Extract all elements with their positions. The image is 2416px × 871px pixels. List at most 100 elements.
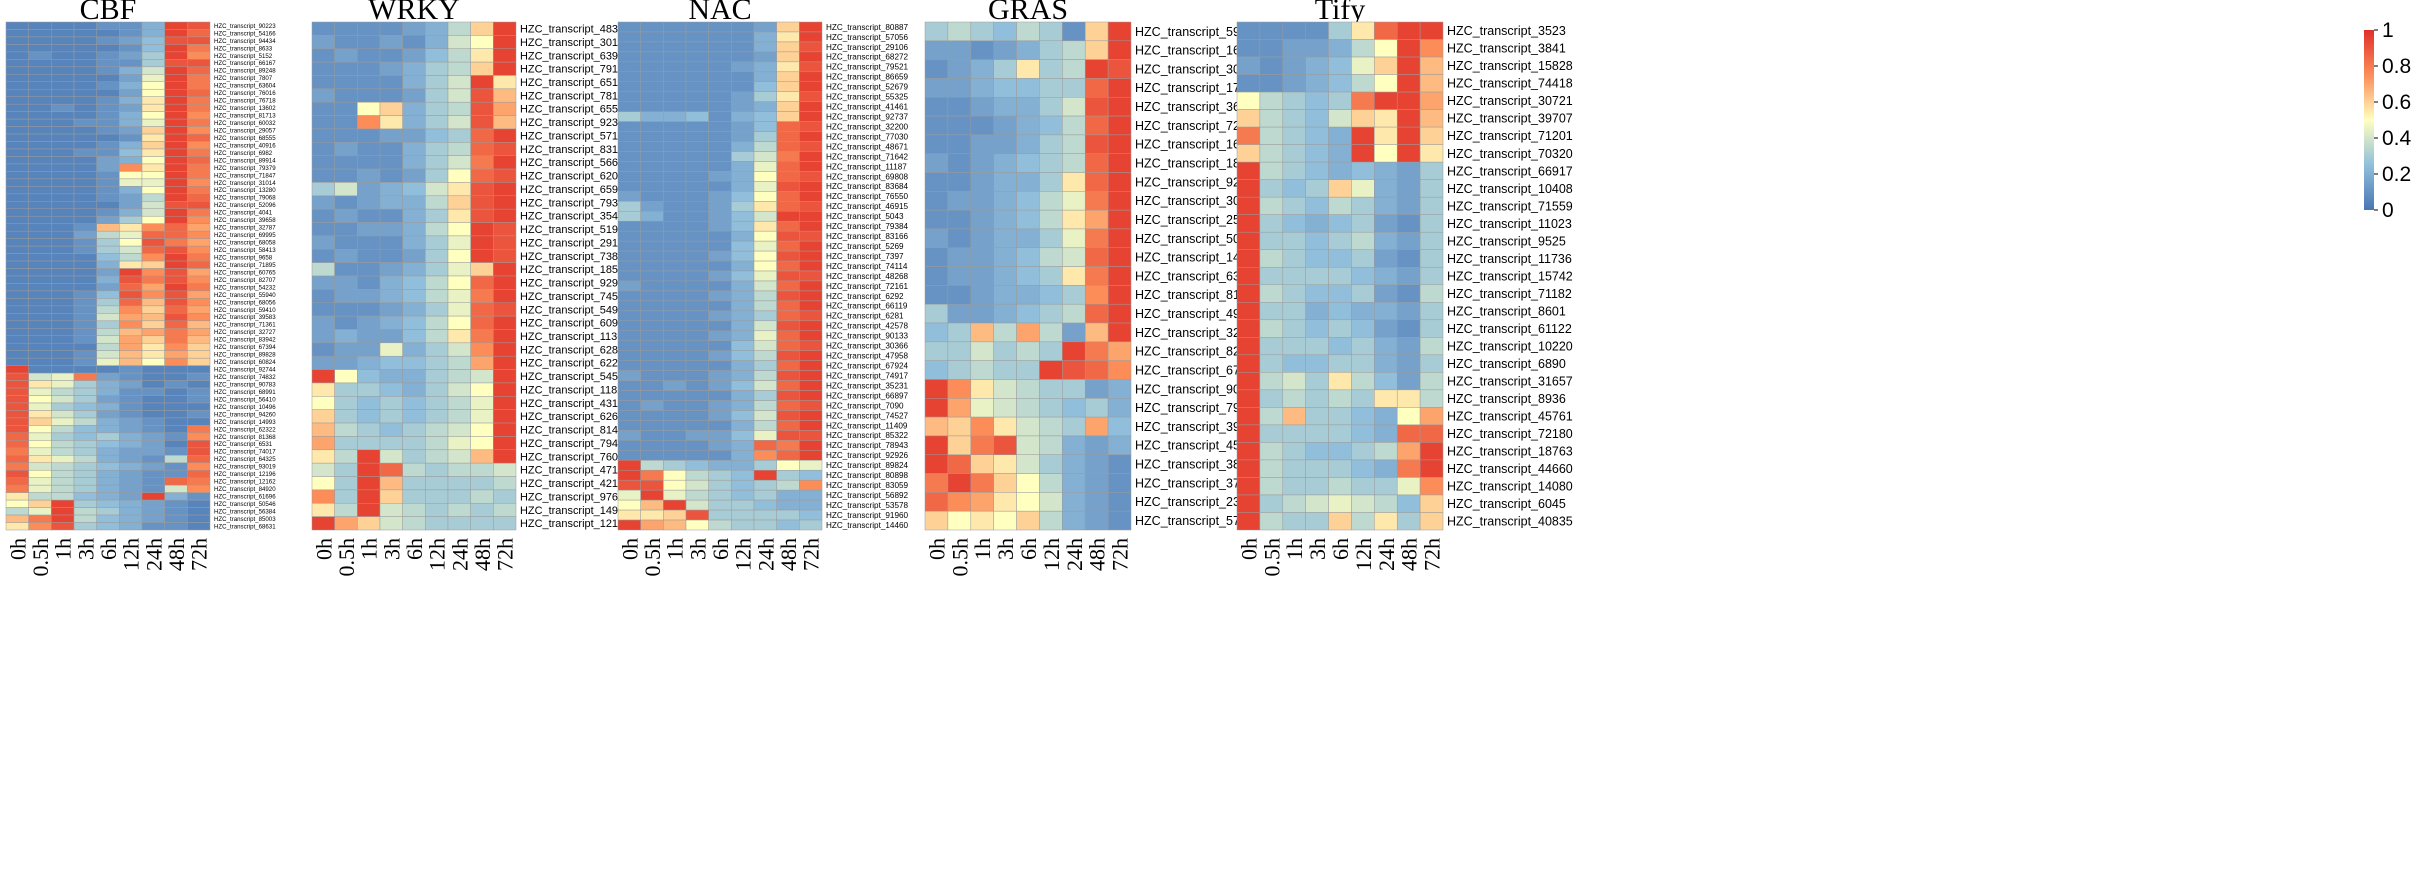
heatmap-cell — [51, 275, 75, 284]
column-label: 12h — [731, 538, 756, 571]
row-label: HZC_transcript_10496 — [214, 404, 276, 411]
heatmap-cell — [164, 462, 188, 471]
heatmap-cell — [425, 275, 449, 290]
column-label: 12h — [1039, 538, 1064, 571]
heatmap-cell — [334, 128, 358, 143]
row-label: HZC_transcript_3791 — [1135, 476, 1254, 490]
row-label: HZC_transcript_63907 — [520, 50, 630, 62]
row-label: HZC_transcript_43106 — [520, 398, 630, 410]
heatmap-cell — [447, 516, 471, 531]
heatmap-cell — [1016, 40, 1040, 60]
heatmap-cell — [1305, 161, 1329, 180]
row-label: HZC_transcript_12196 — [214, 471, 276, 478]
heatmap-cell — [685, 509, 709, 521]
heatmap-cell — [187, 96, 211, 105]
heatmap-cell — [731, 171, 755, 182]
heatmap-cell — [1084, 191, 1109, 211]
heatmap-cell — [708, 469, 732, 481]
heatmap-cell — [187, 305, 211, 314]
heatmap-cell — [96, 499, 120, 508]
heatmap-cell — [73, 66, 97, 75]
heatmap-cell — [96, 380, 120, 389]
row-label: HZC_transcript_74832 — [214, 374, 276, 381]
heatmap-cell — [96, 245, 120, 254]
heatmap-cell — [970, 191, 994, 211]
heatmap-cell — [731, 360, 755, 371]
heatmap-cell — [617, 489, 641, 501]
heatmap-cell — [970, 247, 994, 267]
heatmap-cell — [334, 222, 358, 237]
heatmap-cell — [1259, 266, 1284, 286]
heatmap-cell — [311, 35, 335, 49]
heatmap-cell — [640, 430, 664, 441]
heatmap-cell — [685, 469, 709, 481]
heatmap-cell — [187, 432, 211, 441]
heatmap-cell — [96, 74, 120, 83]
heatmap-cell — [617, 310, 641, 322]
heatmap-cell — [187, 171, 211, 180]
heatmap-cell — [493, 115, 517, 130]
row-label: HZC_transcript_6531 — [214, 441, 273, 448]
heatmap-cell — [1305, 424, 1329, 443]
heatmap-cell — [1016, 153, 1040, 173]
heatmap-cell — [51, 395, 75, 404]
heatmap-cell — [447, 409, 471, 424]
row-label: HZC_transcript_23168 — [1135, 495, 1261, 509]
heatmap-cell — [51, 44, 75, 53]
heatmap-cell — [73, 402, 97, 411]
heatmap-cell — [357, 262, 381, 277]
heatmap-cell — [731, 460, 755, 471]
heatmap-cell — [776, 71, 800, 83]
heatmap-cell — [187, 118, 211, 127]
heatmap-cell — [1039, 492, 1063, 512]
heatmap-cell — [799, 320, 823, 332]
row-label: HZC_transcript_81368 — [214, 434, 276, 441]
legend-tick-label: 1 — [2382, 19, 2394, 42]
heatmap-cell — [799, 489, 823, 501]
heatmap-cell — [51, 148, 75, 157]
heatmap-cell — [402, 101, 426, 116]
legend-tick-label: 0.4 — [2382, 127, 2412, 150]
heatmap-cell — [96, 484, 120, 493]
heatmap-cell — [799, 101, 823, 112]
heatmap-cell — [799, 161, 823, 172]
heatmap-cell — [470, 235, 494, 250]
heatmap-cell — [357, 21, 381, 36]
heatmap-cell — [924, 59, 949, 79]
heatmap-cell — [1305, 214, 1329, 233]
heatmap-cell — [379, 289, 403, 303]
heatmap-cell — [311, 382, 335, 397]
row-label: HZC_transcript_80898 — [826, 471, 909, 480]
heatmap-cell — [119, 178, 143, 187]
heatmap-cell — [640, 171, 664, 182]
heatmap-cell — [1016, 78, 1040, 98]
heatmap-cell — [141, 447, 165, 456]
heatmap-cell — [1236, 302, 1261, 321]
heatmap-cell — [447, 382, 471, 397]
heatmap-cell — [753, 151, 777, 162]
heatmap-cell — [28, 208, 52, 217]
heatmap-cell — [164, 74, 188, 83]
row-label: HZC_transcript_71847 — [214, 172, 276, 179]
heatmap-cell — [164, 499, 188, 508]
heatmap-cell — [28, 51, 52, 60]
heatmap-cell — [73, 372, 97, 381]
heatmap-cell — [379, 48, 403, 63]
row-label: HZC_transcript_90149 — [1135, 382, 1261, 396]
heatmap-cell — [685, 280, 709, 292]
heatmap-cell — [993, 134, 1017, 154]
heatmap-cell — [5, 395, 29, 404]
row-label: HZC_transcript_32200 — [826, 122, 909, 131]
heatmap-cell — [1236, 74, 1261, 93]
heatmap-cell — [357, 409, 381, 424]
heatmap-cell — [1062, 473, 1086, 493]
heatmap-cell — [640, 320, 664, 332]
heatmap-cell — [1062, 228, 1086, 249]
heatmap-cell — [119, 492, 143, 501]
heatmap-cell — [402, 208, 426, 223]
heatmap-cell — [5, 290, 29, 299]
heatmap-cell — [141, 238, 165, 247]
heatmap-cell — [141, 178, 165, 187]
row-label: HZC_transcript_73893 — [520, 251, 630, 263]
heatmap-cell — [1328, 109, 1352, 128]
